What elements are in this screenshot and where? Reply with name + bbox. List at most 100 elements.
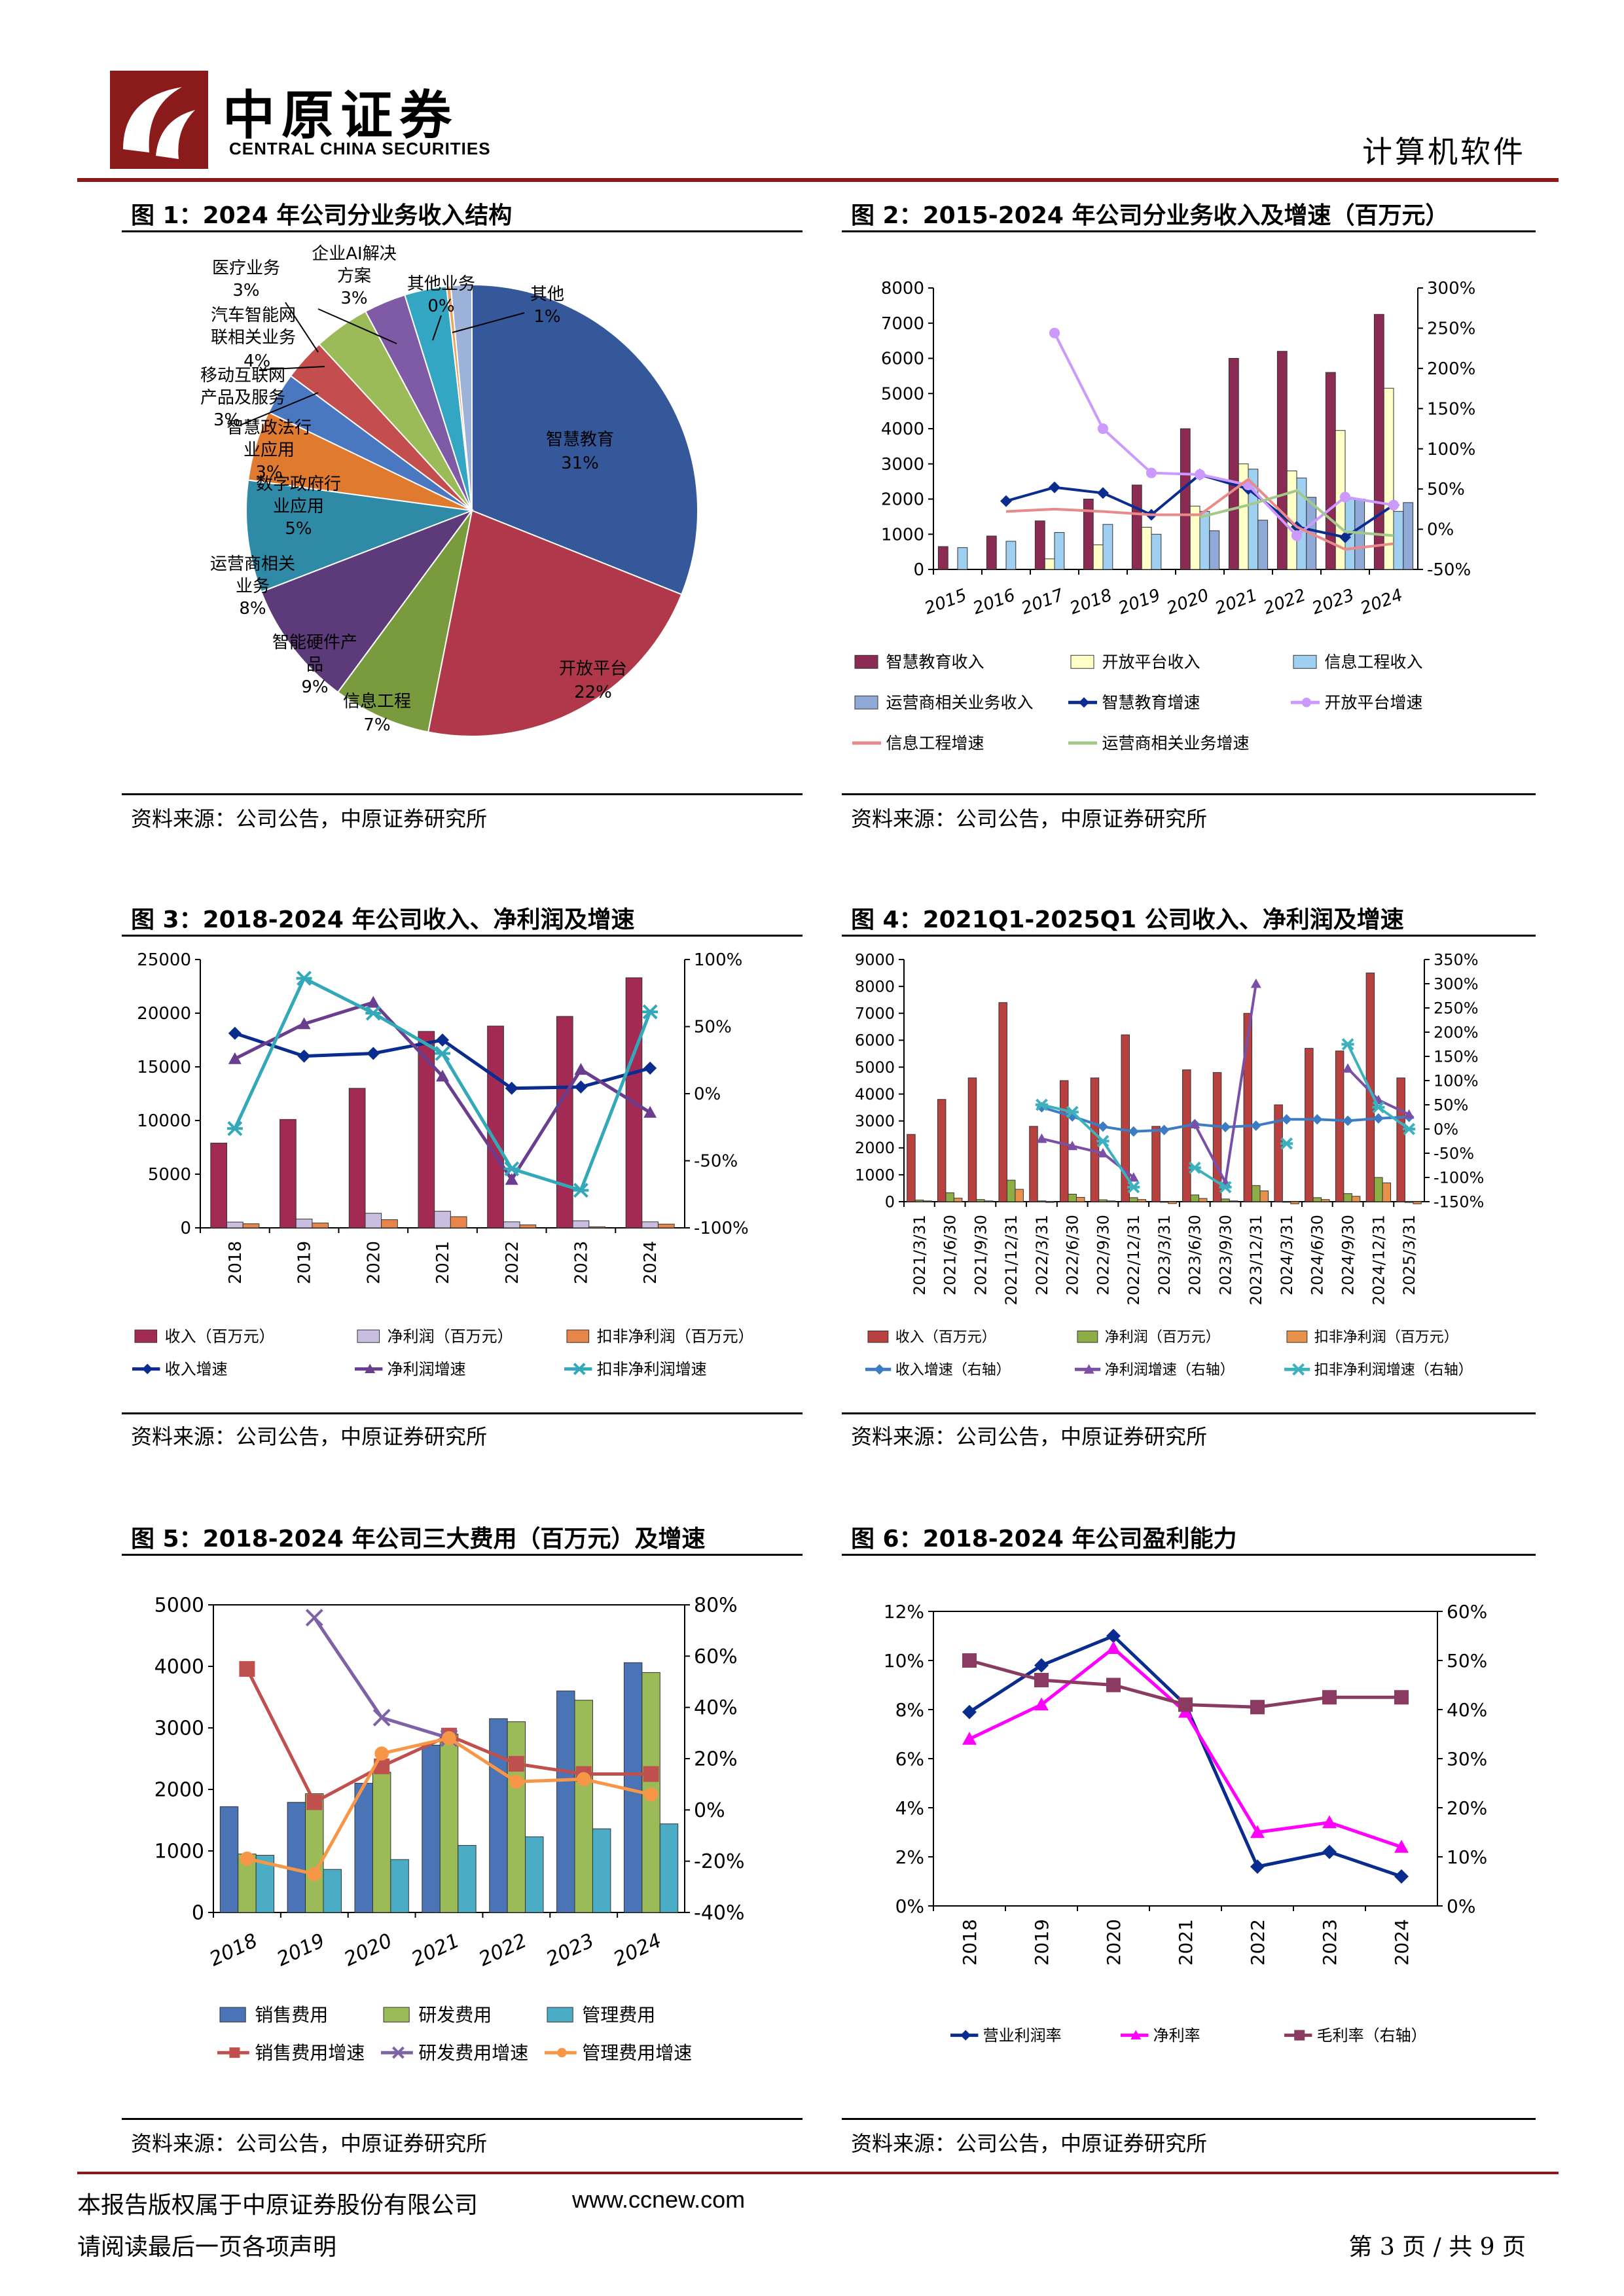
y-tick-label: 5000 [855,1058,895,1077]
data-point [1036,1102,1047,1113]
fig2-top-rule [842,230,1536,232]
pie-leader-line [259,366,325,370]
x-tick-label: 2024 [610,1929,665,1971]
bar [914,1200,924,1202]
x-tick-label: 2020 [341,1929,396,1971]
bar [295,1219,313,1229]
series-line [313,1617,450,1740]
bar [572,1220,590,1229]
data-point [1034,1697,1049,1711]
data-point [365,1005,382,1021]
fig6-chart: 0% 2% 4% 6% 8% 10% 12% 0% 10% 20% 30% 40% 50% 60% 2018… [884,1601,1487,2045]
bar [1243,1013,1253,1202]
data-point [1322,1815,1337,1829]
data-point [1220,1122,1231,1133]
x-tick-label: 2021/6/30 [941,1215,960,1295]
data-point [435,1046,450,1061]
bar [1259,1191,1269,1202]
y-tick-label: 4000 [881,420,924,439]
fig3-title: 图 3：2018-2024 年公司收入、净利润及增速 [131,906,635,933]
bar [354,1783,373,1913]
y2-tick-label: 100% [1427,440,1475,459]
bar [556,1691,575,1913]
y2-tick-label: 0% [1447,1895,1475,1917]
x-tick-label: 2024 [1358,585,1405,619]
footer-website[interactable]: www.ccnew.com [572,2186,746,2213]
bar [1393,511,1404,570]
data-point [1291,530,1303,541]
y2-tick-label: 300% [1434,975,1479,993]
pie-label: 5% [285,519,312,539]
y2-tick-label: 100% [694,950,742,970]
legend-swatch [383,2007,410,2022]
fig3-source: 资料来源：公司公告，中原证券研究所 [131,1424,488,1449]
data-point [367,1047,380,1060]
bar [923,1200,932,1202]
bar [1106,1200,1116,1202]
x-tick-label: 2021 [1213,585,1260,619]
legend-marker [557,2048,567,2058]
footer-copyright: 本报告版权属于中原证券股份有限公司 [77,2192,478,2219]
bar [592,1828,611,1913]
y2-tick-label: 10% [1447,1846,1487,1868]
x-tick-label: 2022/12/31 [1125,1215,1143,1305]
data-point [1034,1673,1049,1687]
data-point [1188,1161,1201,1174]
legend-marker [391,2046,405,2059]
legend-label: 销售费用增速 [255,2042,365,2064]
bar [305,1793,324,1913]
bar [937,1099,947,1202]
bar [1121,1034,1130,1202]
bar [287,1802,306,1913]
data-point [1097,1148,1108,1158]
y2-tick-label: 50% [1447,1650,1487,1672]
legend-marker [142,1363,153,1374]
y-tick-label: 4% [895,1797,924,1819]
fig6-top-rule [842,1554,1536,1556]
pie-label: 智能硬件产 [272,633,357,653]
bar [1068,1193,1077,1202]
legend-label: 净利润增速（右轴） [1105,1362,1235,1378]
pie-label: 其他 [530,285,564,304]
bar [1321,1199,1330,1202]
bar [1312,1197,1322,1202]
bar [1229,1200,1238,1202]
x-tick-label: 2020 [1164,585,1212,619]
bar [1403,502,1414,570]
y2-tick-label: -50% [1434,1144,1474,1162]
x-tick-label: 2020 [1103,1919,1125,1965]
legend-label: 扣非净利润增速（右轴） [1314,1362,1473,1378]
x-tick-label: 2023 [1310,585,1357,619]
logo-icon [110,71,208,169]
x-tick-label: 2021 [408,1929,463,1971]
bar [1029,1126,1038,1202]
y-tick-label: 2000 [154,1779,204,1802]
fig4-top-rule [842,935,1536,937]
bar [967,1077,977,1202]
bar [1083,499,1094,570]
bar [1131,484,1142,570]
bar [1102,524,1113,570]
bar [1305,1048,1314,1202]
pie-label: 3% [340,289,367,308]
legend-label: 扣非净利润（百万元） [1314,1329,1458,1346]
data-point [297,1049,311,1063]
bar [945,1192,954,1202]
y-tick-label: 10000 [137,1111,191,1131]
x-tick-label: 2024/6/30 [1308,1215,1327,1295]
legend-label: 收入（百万元） [895,1329,996,1346]
x-tick-label: 2018 [206,1929,261,1971]
bar [657,1223,675,1229]
pie-label: 产品及服务 [200,388,285,408]
fig3-bottom-rule [122,1412,803,1414]
y2-tick-label: -40% [694,1902,745,1925]
y-tick-label: 4000 [154,1656,204,1679]
y-tick-label: 0% [895,1895,924,1917]
bar [1343,1193,1352,1202]
pie-label: 运营商相关 [210,554,295,574]
legend-label: 销售费用 [255,2004,328,2026]
bar [1151,1126,1161,1202]
y-tick-label: 25000 [137,950,191,970]
data-point [1343,1063,1354,1073]
